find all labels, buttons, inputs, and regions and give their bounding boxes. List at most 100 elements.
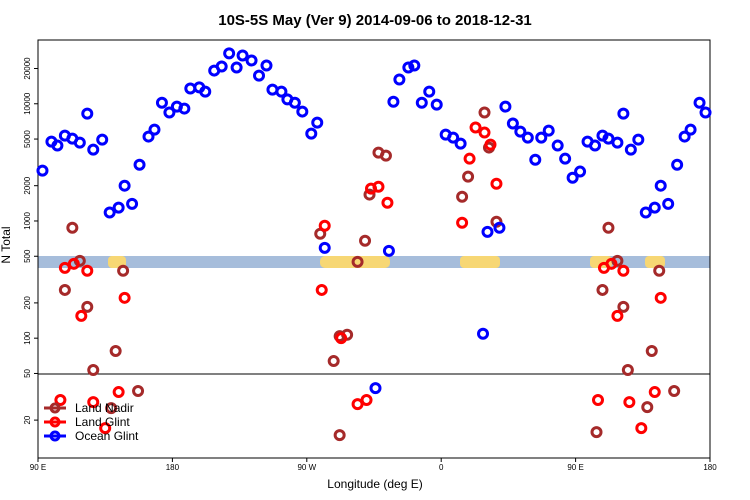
point — [118, 179, 131, 192]
point — [253, 69, 266, 82]
point — [654, 291, 667, 304]
point — [260, 59, 273, 72]
point — [462, 170, 475, 183]
point — [333, 429, 346, 442]
point — [318, 241, 331, 254]
point — [621, 364, 634, 377]
point — [402, 61, 415, 74]
point — [478, 106, 491, 119]
point — [112, 386, 125, 399]
point — [430, 98, 443, 111]
point — [456, 190, 469, 203]
point — [311, 116, 324, 129]
point — [592, 393, 604, 406]
point — [641, 401, 654, 414]
legend-entry: Land Glint — [44, 415, 130, 429]
point — [75, 309, 88, 322]
point — [605, 257, 618, 270]
point — [654, 179, 667, 192]
point — [684, 123, 697, 136]
x-tick-label: 0 — [439, 463, 444, 472]
point — [36, 164, 49, 177]
point — [155, 96, 168, 109]
point — [87, 143, 100, 156]
point — [693, 96, 706, 109]
legend-entry: Ocean Glint — [44, 429, 139, 443]
point — [566, 171, 579, 184]
point — [668, 385, 681, 398]
point — [574, 165, 587, 178]
x-tick-label: 90 W — [297, 463, 316, 472]
y-tick-label: 20000 — [23, 57, 32, 80]
land-patch — [460, 256, 500, 268]
point — [671, 158, 684, 171]
point — [351, 398, 364, 411]
point — [335, 332, 348, 345]
point — [66, 221, 79, 234]
point — [645, 344, 658, 357]
y-tick-label: 10000 — [23, 92, 32, 115]
point — [602, 221, 615, 234]
point — [653, 264, 666, 277]
point — [105, 402, 118, 415]
point — [199, 85, 212, 98]
point — [142, 130, 155, 143]
x-tick-label: 90 E — [567, 463, 583, 472]
point — [382, 244, 395, 257]
point — [477, 327, 490, 340]
x-tick-label: 90 E — [30, 463, 46, 472]
point — [589, 139, 602, 152]
point — [529, 153, 542, 166]
point — [506, 117, 519, 130]
point — [617, 300, 630, 313]
point — [617, 107, 630, 120]
point — [288, 96, 301, 109]
plot-frame — [37, 39, 711, 459]
point — [381, 196, 394, 209]
point — [611, 309, 624, 322]
point — [521, 131, 534, 144]
point — [481, 225, 494, 238]
point — [648, 201, 661, 214]
land-patch — [320, 256, 390, 268]
legend-marker — [49, 430, 61, 442]
point — [148, 123, 161, 136]
series — [58, 106, 681, 442]
point — [315, 283, 328, 296]
point — [118, 291, 131, 304]
point — [117, 264, 130, 277]
legend-marker — [49, 416, 61, 428]
x-tick-label: 180 — [166, 463, 180, 472]
point — [590, 426, 603, 439]
point — [490, 177, 503, 190]
point — [469, 121, 482, 134]
point — [662, 197, 675, 210]
point — [379, 149, 392, 162]
point — [454, 137, 467, 150]
y-tick-label: 2000 — [23, 176, 32, 194]
point — [215, 60, 228, 73]
y-tick-label: 50 — [23, 368, 32, 377]
point — [223, 47, 236, 60]
point — [363, 188, 376, 201]
point — [327, 355, 340, 368]
point — [112, 201, 125, 214]
point — [359, 234, 372, 247]
legend-marker — [49, 402, 61, 414]
point — [623, 396, 636, 409]
point — [73, 136, 86, 149]
point — [369, 382, 382, 395]
series — [36, 47, 712, 395]
point — [126, 197, 139, 210]
point — [54, 393, 67, 406]
legend-label: Land Nadir — [75, 401, 134, 415]
point — [387, 95, 400, 108]
point — [99, 422, 112, 435]
point — [611, 136, 624, 149]
legend-label: Land Glint — [75, 415, 130, 429]
point — [109, 344, 122, 357]
y-tick-label: 200 — [23, 296, 32, 310]
point — [408, 59, 421, 72]
point — [632, 133, 645, 146]
